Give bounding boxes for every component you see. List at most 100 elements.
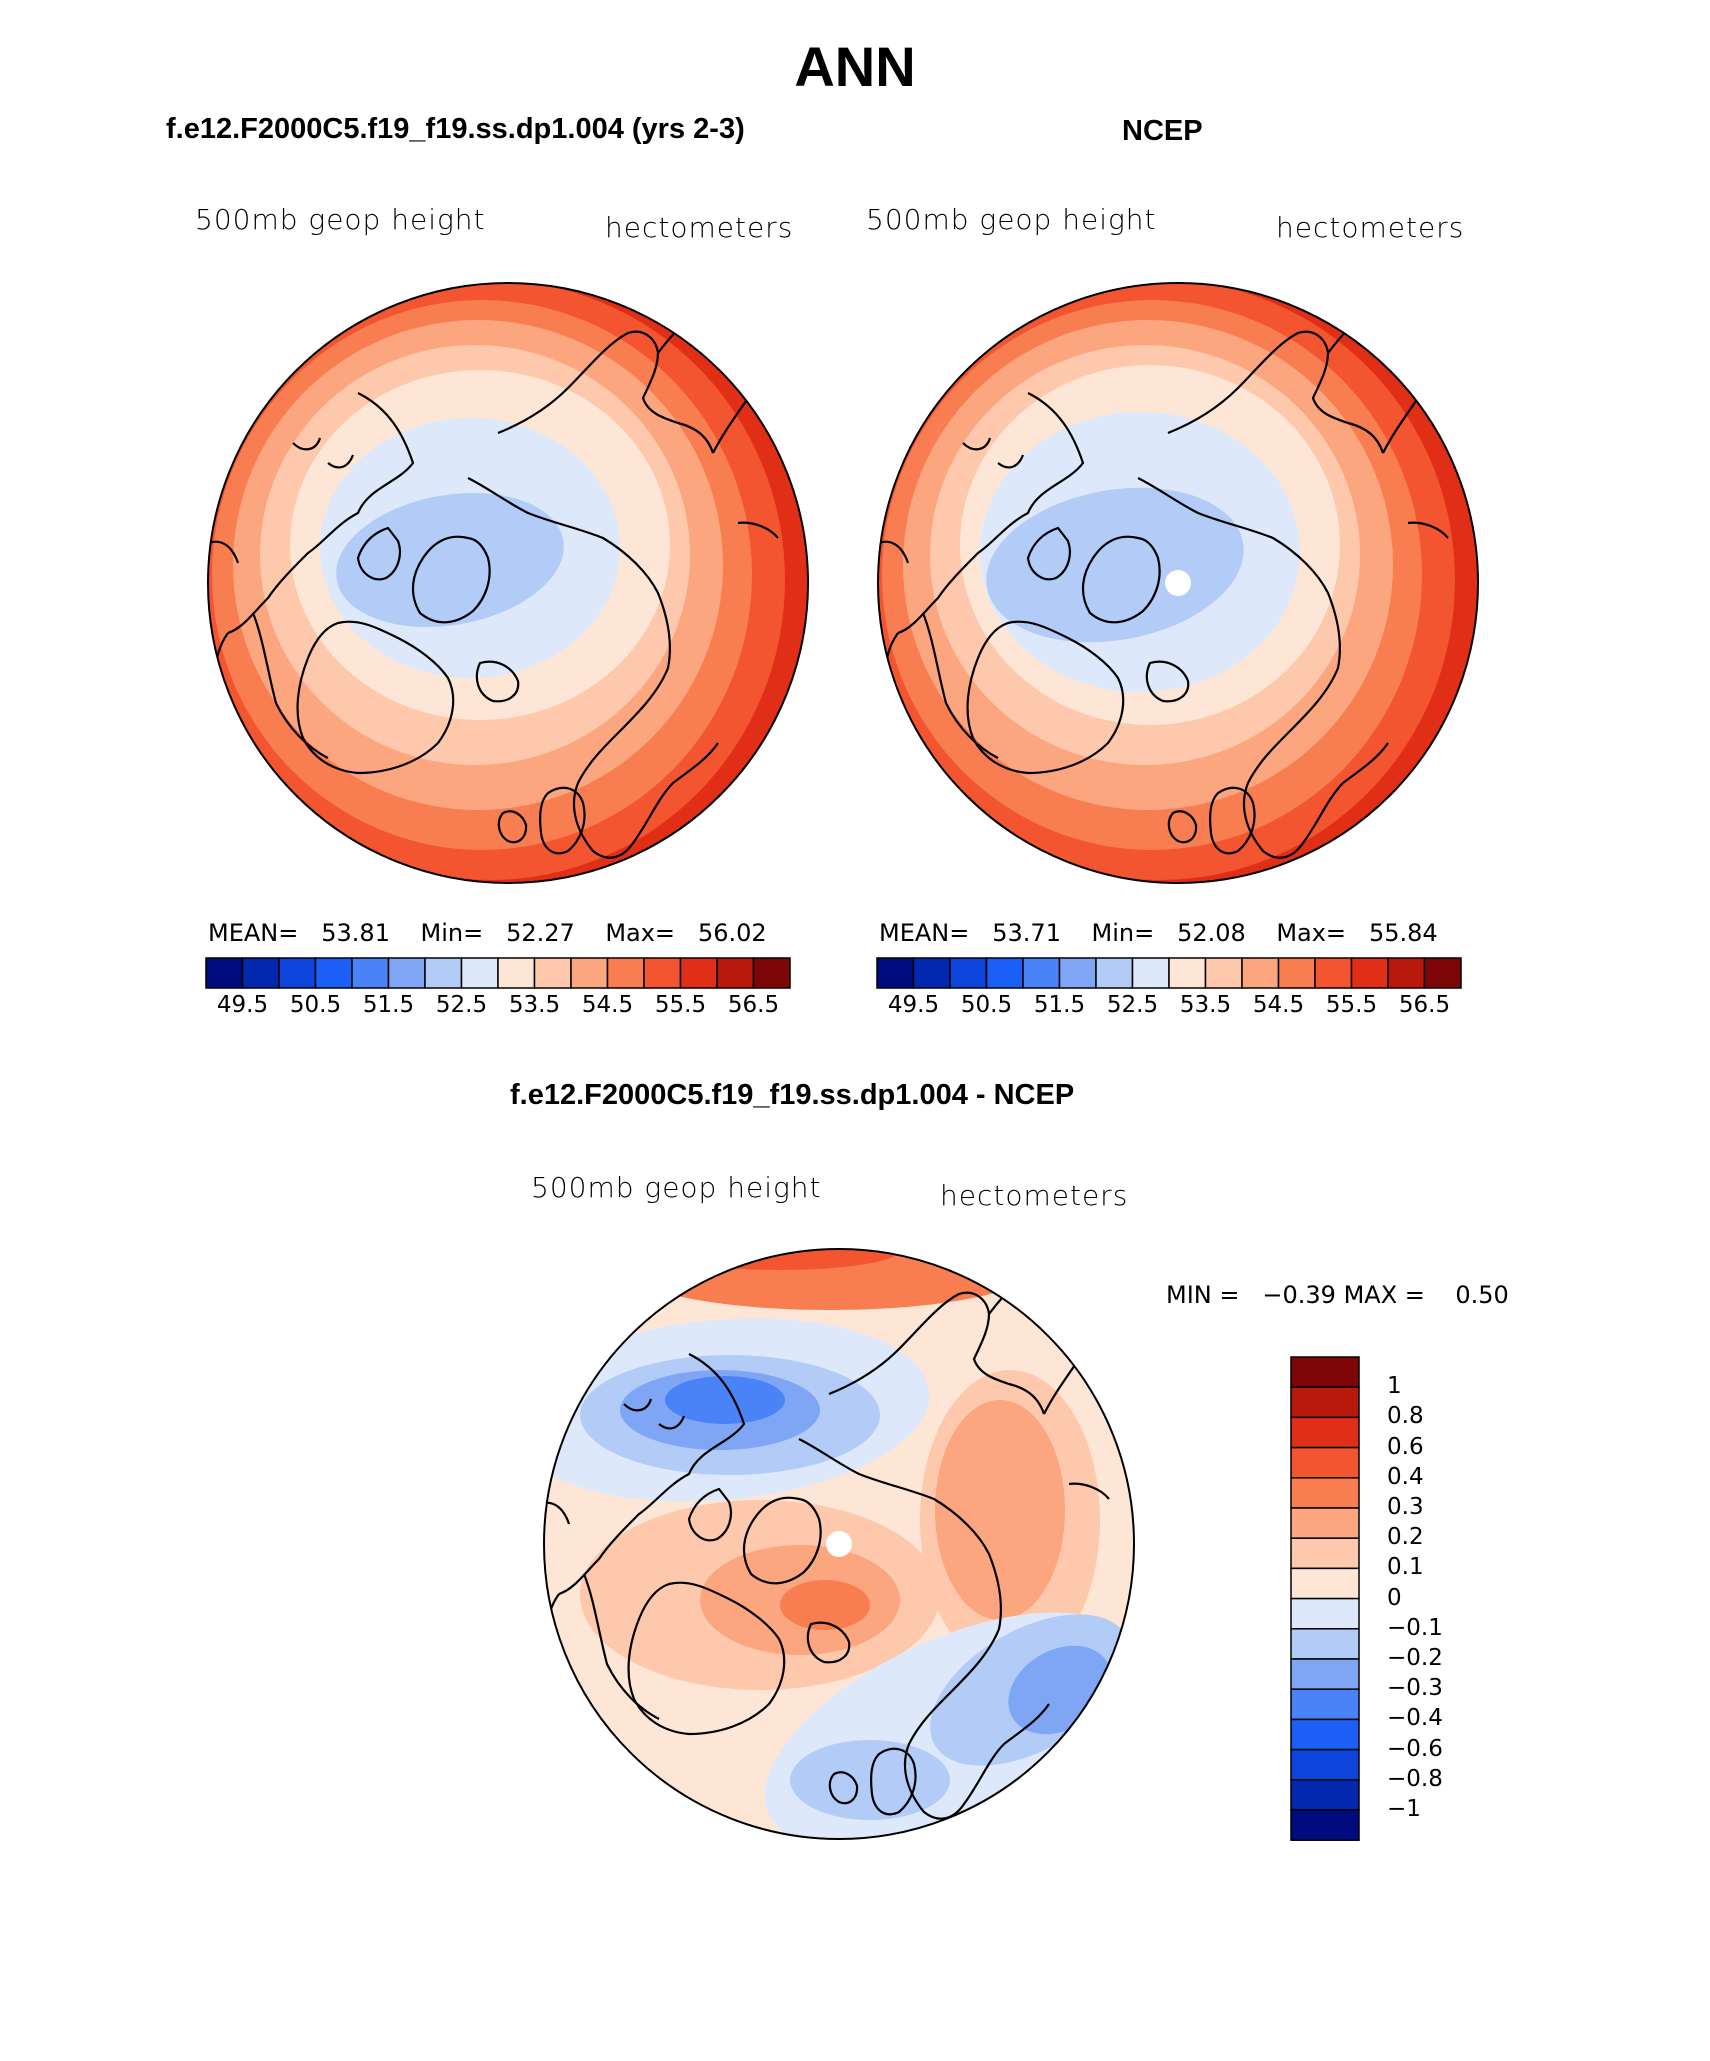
model-colorbar-box xyxy=(752,957,791,989)
model-colorbar-box xyxy=(533,957,572,989)
model-colorbar-box xyxy=(606,957,645,989)
diff-colorbar-tick-label: −0.3 xyxy=(1387,1675,1443,1702)
model-colorbar-tick-label: 53.5 xyxy=(508,992,561,1018)
diff-colorbar-tick-label: 0.2 xyxy=(1387,1524,1424,1551)
model-units-label: hectometers xyxy=(605,211,794,244)
obs-colorbar-box xyxy=(1095,957,1134,989)
obs-stats: MEAN= 53.71 Min= 52.08 Max= 55.84 xyxy=(879,919,1438,947)
max-label: Max= xyxy=(605,919,676,947)
max-value: 55.84 xyxy=(1368,919,1438,947)
diff-colorbar-tick-label: 0.8 xyxy=(1387,1403,1424,1430)
diff-colorbar-tick-label: 0.4 xyxy=(1387,1463,1424,1490)
model-case-title: f.e12.F2000C5.f19_f19.ss.dp1.004 (yrs 2-… xyxy=(166,113,745,145)
diff-colorbar-tick-label: 0.3 xyxy=(1387,1494,1424,1520)
diff-colorbar xyxy=(1290,1356,1360,1841)
diff-stats: MIN = −0.39 MAX = 0.50 xyxy=(1166,1281,1509,1309)
obs-colorbar-box xyxy=(1387,957,1426,989)
min-label: Min= xyxy=(420,919,484,947)
figure-title: ANN xyxy=(794,35,916,98)
obs-colorbar-tick-label: 53.5 xyxy=(1179,992,1232,1018)
model-colorbar-box xyxy=(570,957,609,989)
diff-colorbar-box xyxy=(1290,1688,1360,1721)
obs-colorbar-tick-label: 49.5 xyxy=(887,992,940,1018)
diff-colorbar-tick-label: −0.8 xyxy=(1387,1765,1443,1792)
obs-colorbar-tick-label: 55.5 xyxy=(1325,992,1378,1018)
diff-colorbar-box xyxy=(1290,1537,1360,1570)
obs-colorbar-box xyxy=(1350,957,1389,989)
max-label: MAX = xyxy=(1343,1281,1425,1309)
model-colorbar-tick-label: 56.5 xyxy=(727,992,780,1018)
model-map xyxy=(207,282,809,884)
model-colorbar-box xyxy=(351,957,390,989)
model-colorbar-tick-label: 50.5 xyxy=(289,992,342,1018)
model-colorbar-box xyxy=(314,957,353,989)
min-value: −0.39 xyxy=(1262,1281,1336,1309)
model-colorbar-box xyxy=(205,957,244,989)
min-value: 52.08 xyxy=(1177,919,1246,947)
obs-colorbar-box xyxy=(949,957,988,989)
model-colorbar-box xyxy=(679,957,718,989)
obs-colorbar-box xyxy=(1131,957,1170,989)
obs-colorbar-box xyxy=(985,957,1024,989)
model-colorbar-tick-label: 51.5 xyxy=(362,992,415,1018)
max-value: 56.02 xyxy=(697,919,767,947)
mean-value: 53.81 xyxy=(321,919,390,947)
obs-colorbar-box xyxy=(1168,957,1207,989)
max-label: Max= xyxy=(1276,919,1347,947)
diff-colorbar-box xyxy=(1290,1416,1360,1449)
diff-colorbar-tick-label: 0 xyxy=(1387,1584,1402,1611)
mean-value: 53.71 xyxy=(992,919,1061,947)
diff-field-label: 500mb geop height xyxy=(531,1171,822,1204)
model-colorbar-box xyxy=(497,957,536,989)
model-colorbar-tick-label: 52.5 xyxy=(435,992,488,1018)
obs-colorbar-box xyxy=(1204,957,1243,989)
diff-colorbar-tick-label: −0.2 xyxy=(1387,1645,1443,1671)
diff-colorbar-box xyxy=(1290,1507,1360,1539)
obs-units-label: hectometers xyxy=(1276,211,1465,244)
diff-colorbar-box xyxy=(1290,1809,1360,1841)
obs-colorbar-tick-label: 54.5 xyxy=(1252,992,1305,1018)
diff-colorbar-tick-label: −0.6 xyxy=(1387,1735,1443,1762)
min-label: MIN = xyxy=(1166,1281,1240,1309)
model-colorbar-box xyxy=(424,957,463,989)
model-colorbar-tick-label: 49.5 xyxy=(216,992,269,1018)
diff-colorbar-tick-label: −0.4 xyxy=(1387,1705,1443,1732)
model-colorbar-box xyxy=(716,957,755,989)
diff-colorbar-box xyxy=(1290,1628,1360,1660)
diff-units-label: hectometers xyxy=(940,1179,1129,1212)
diff-colorbar-tick-label: −1 xyxy=(1387,1796,1421,1822)
model-colorbar-box xyxy=(460,957,499,989)
obs-colorbar-tick-label: 52.5 xyxy=(1106,992,1159,1018)
mean-label: MEAN= xyxy=(208,919,299,947)
obs-colorbar-box xyxy=(1277,957,1316,989)
model-colorbar-tick-label: 55.5 xyxy=(654,992,707,1018)
obs-colorbar-tick-label: 51.5 xyxy=(1033,992,1086,1018)
min-label: Min= xyxy=(1091,919,1155,947)
diff-colorbar-box xyxy=(1290,1658,1360,1690)
obs-colorbar-box xyxy=(1058,957,1097,989)
obs-colorbar-box xyxy=(1314,957,1353,989)
model-stats: MEAN= 53.81 Min= 52.27 Max= 56.02 xyxy=(208,919,767,947)
obs-colorbar-box xyxy=(1423,957,1462,989)
diff-colorbar-tick-label: 1 xyxy=(1387,1373,1402,1400)
max-value: 0.50 xyxy=(1455,1281,1509,1309)
obs-field-label: 500mb geop height xyxy=(866,203,1157,236)
model-field-label: 500mb geop height xyxy=(195,203,486,236)
diff-colorbar-tick-label: 0.6 xyxy=(1387,1433,1424,1460)
diff-map xyxy=(543,1248,1135,1840)
model-colorbar-box xyxy=(278,957,317,989)
model-colorbar-tick-label: 54.5 xyxy=(581,992,634,1018)
model-colorbar-box xyxy=(643,957,682,989)
obs-map xyxy=(877,282,1479,884)
min-value: 52.27 xyxy=(506,919,575,947)
diff-case-title: f.e12.F2000C5.f19_f19.ss.dp1.004 - NCEP xyxy=(510,1079,1075,1111)
diff-colorbar-box xyxy=(1290,1446,1360,1479)
diff-colorbar-box xyxy=(1290,1779,1360,1811)
obs-colorbar-tick-label: 56.5 xyxy=(1398,992,1451,1018)
diff-colorbar-box xyxy=(1290,1356,1360,1388)
obs-colorbar-tick-label: 50.5 xyxy=(960,992,1013,1018)
diff-colorbar-box xyxy=(1290,1386,1360,1419)
mean-label: MEAN= xyxy=(879,919,970,947)
model-colorbar-box xyxy=(387,957,426,989)
